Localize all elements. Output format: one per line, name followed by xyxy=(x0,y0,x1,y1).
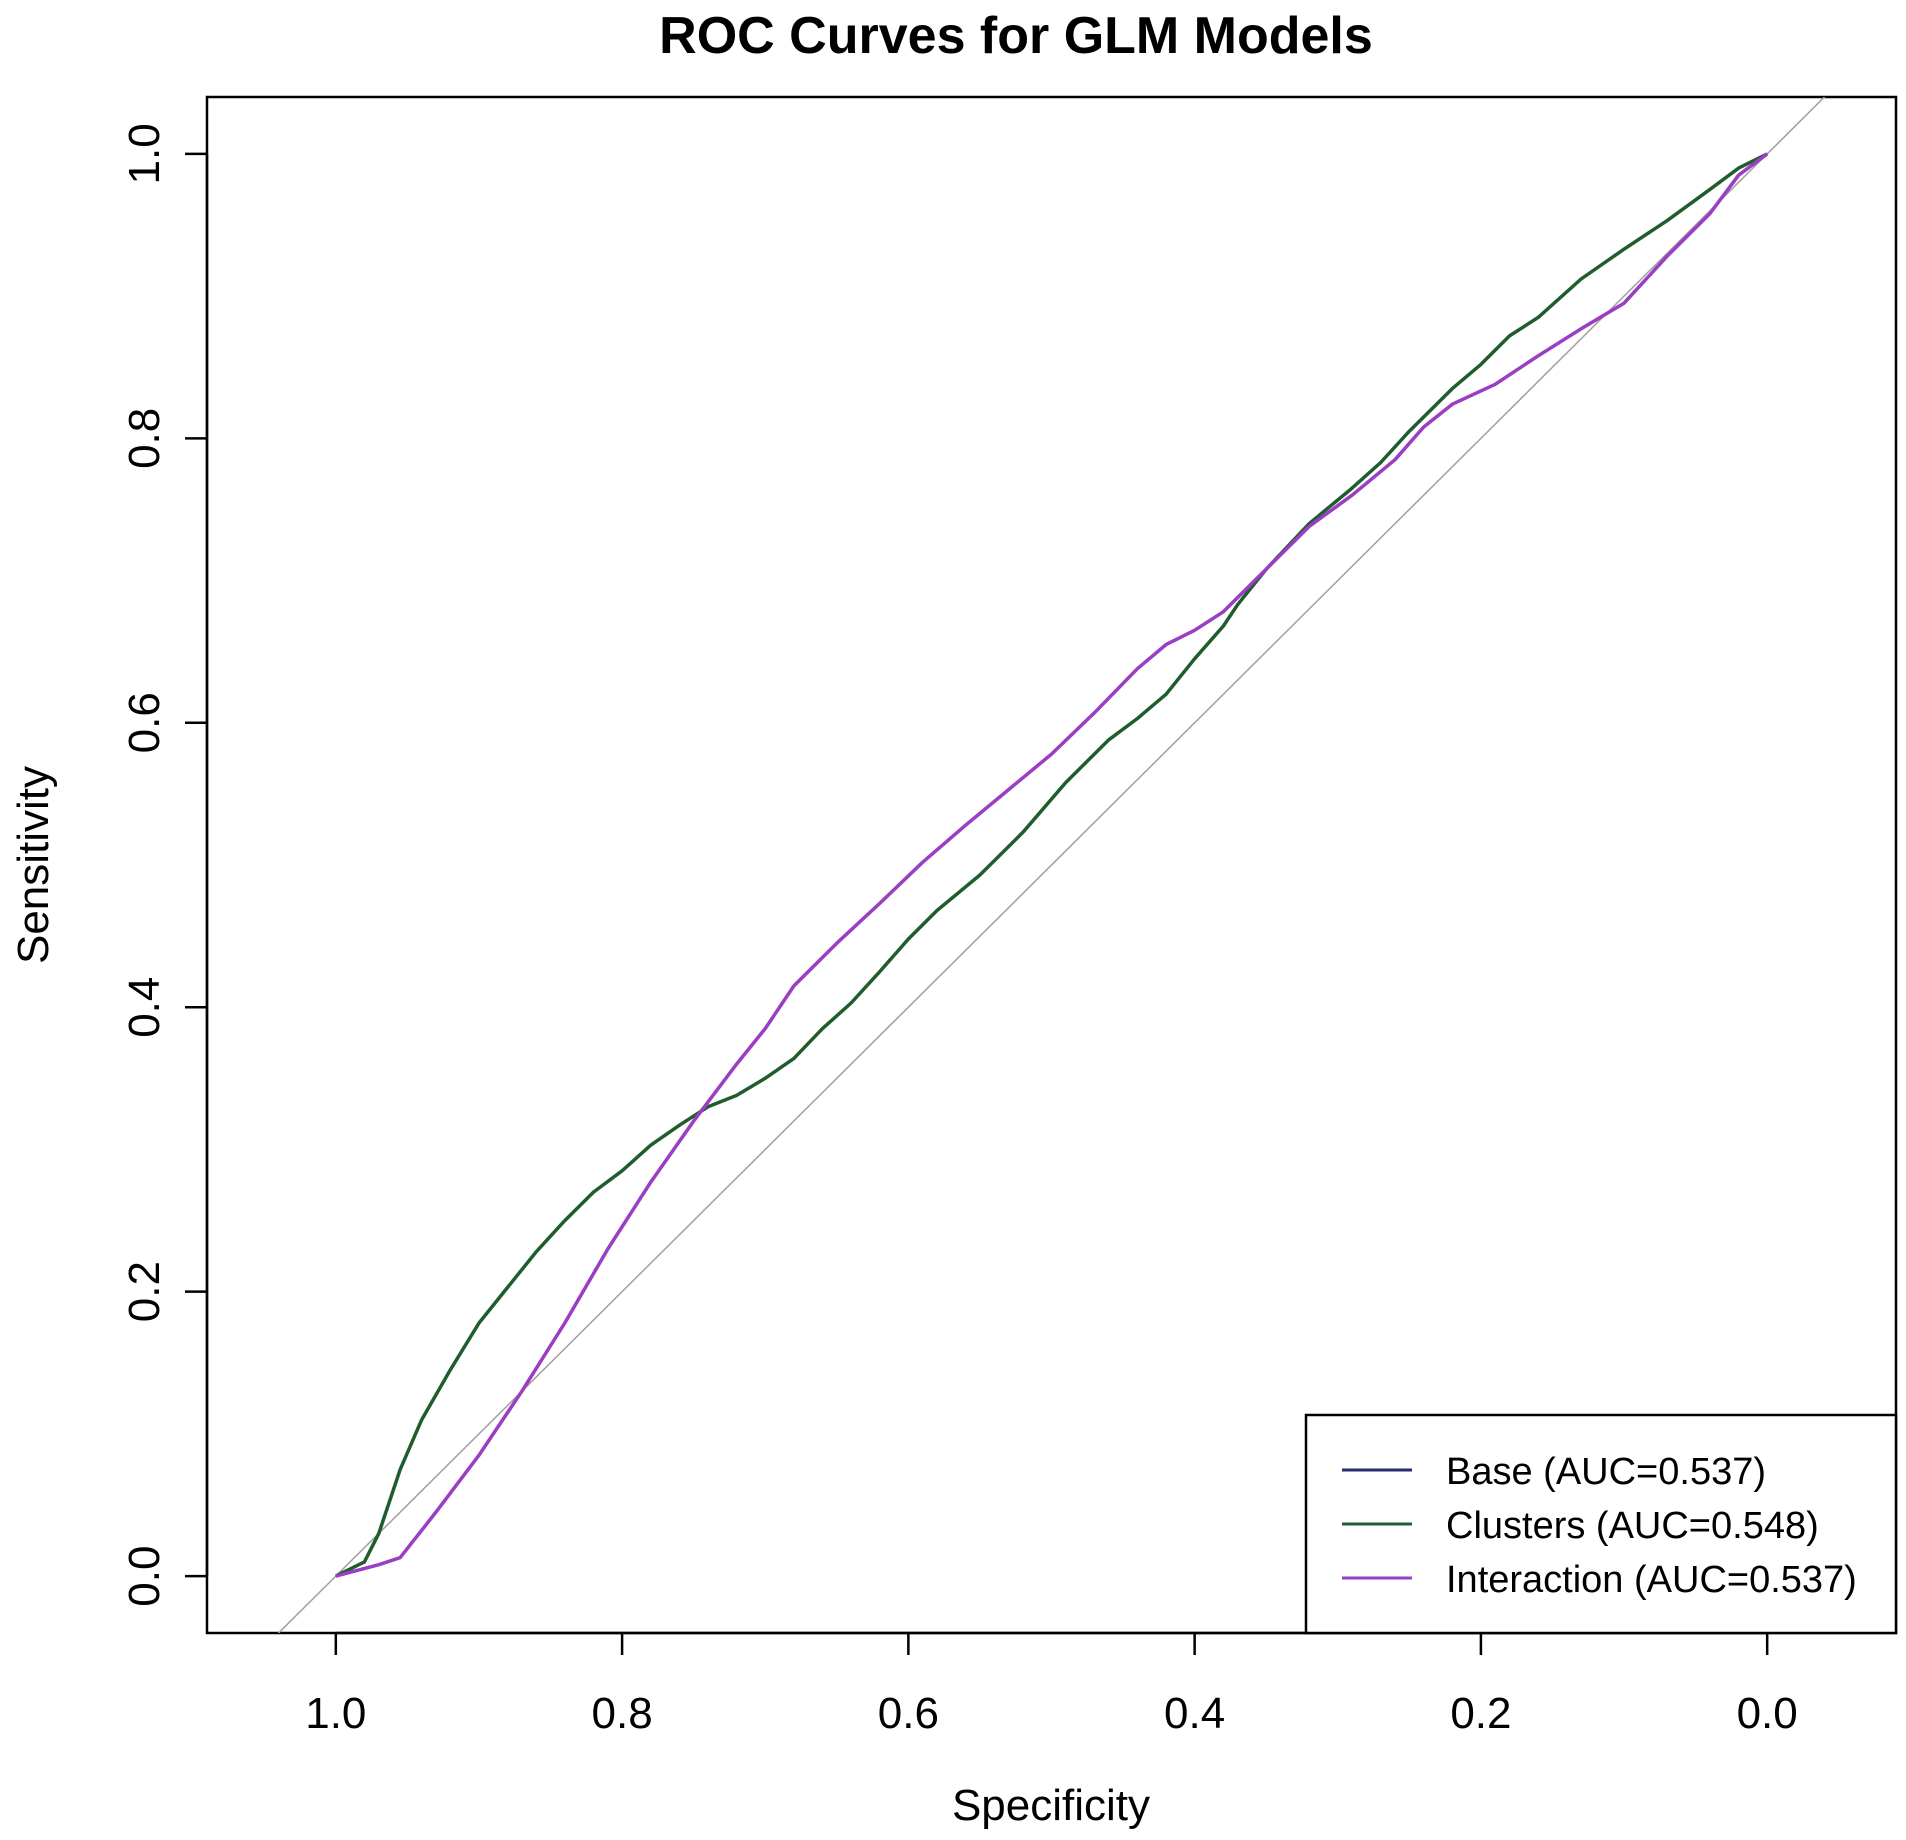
x-tick-label: 0.0 xyxy=(1737,1689,1798,1738)
series-layer xyxy=(335,152,1769,1578)
legend: Base (AUC=0.537) Clusters (AUC=0.548) In… xyxy=(1304,1413,1898,1635)
series-line-clusters xyxy=(335,152,1768,1578)
y-tick-label: 0.2 xyxy=(120,1261,169,1322)
x-tick-label: 0.8 xyxy=(592,1689,653,1738)
reference-diagonal xyxy=(277,97,1826,1633)
x-tick-label: 1.0 xyxy=(305,1689,366,1738)
series-line-interaction xyxy=(335,152,1769,1578)
axes-layer: 1.0 0.8 0.6 0.4 0.2 0.0 0.0 0.2 0.4 0.6 0.8 1.0 xyxy=(120,123,1798,1738)
chart-title: ROC Curves for GLM Models xyxy=(659,7,1373,65)
y-tick-label: 1.0 xyxy=(120,123,169,184)
reference-layer xyxy=(277,97,1826,1633)
x-axis-label: Specificity xyxy=(952,1781,1150,1830)
y-tick-label: 0.6 xyxy=(120,692,169,753)
x-tick-label: 0.2 xyxy=(1450,1689,1511,1738)
legend-label-base: Base (AUC=0.537) xyxy=(1446,1451,1766,1493)
y-tick-label: 0.0 xyxy=(120,1546,169,1607)
legend-label-clusters: Clusters (AUC=0.548) xyxy=(1446,1505,1819,1547)
y-axis-label: Sensitivity xyxy=(9,766,58,964)
x-tick-label: 0.4 xyxy=(1164,1689,1225,1738)
legend-label-interaction: Interaction (AUC=0.537) xyxy=(1446,1559,1857,1601)
x-tick-label: 0.6 xyxy=(878,1689,939,1738)
y-tick-label: 0.4 xyxy=(120,977,169,1038)
y-tick-label: 0.8 xyxy=(120,408,169,469)
